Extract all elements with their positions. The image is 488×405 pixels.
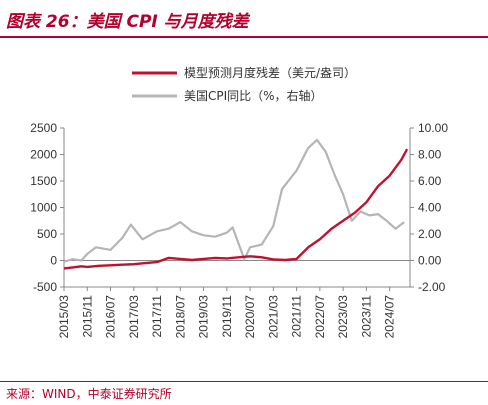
x-tick-label: 2023/03 <box>336 295 350 339</box>
y-left-tick-label: 0 <box>50 254 57 268</box>
source-divider <box>0 381 488 382</box>
legend: 模型预测月度残差（美元/盎司） 美国CPI同比（%，右轴） <box>132 65 356 103</box>
x-tick-label: 2022/07 <box>313 295 327 339</box>
x-tick-label: 2017/03 <box>127 295 141 339</box>
x-tick-label: 2019/03 <box>197 295 211 339</box>
x-tick-label: 2019/11 <box>220 295 234 338</box>
y-right-tick-label: 8.00 <box>418 148 442 162</box>
x-tick-label: 2023/11 <box>359 295 373 338</box>
y-right-tick-label: 0.00 <box>418 254 442 268</box>
y-left-tick-label: 1500 <box>30 174 57 188</box>
y-right-tick-label: 10.00 <box>418 121 448 135</box>
y-left-tick-label: 1000 <box>30 201 57 215</box>
x-tick-label: 2015/03 <box>57 295 71 339</box>
y-right-tick-label: 6.00 <box>418 174 442 188</box>
title-divider <box>0 36 488 38</box>
y-right-tick-label: -2.00 <box>418 280 446 294</box>
x-tick-label: 2015/11 <box>80 295 94 338</box>
x-tick-label: 2024/07 <box>383 295 397 339</box>
chart-svg: -500 0 500 1000 1500 2000 2500 -2.00 0.00 2.00 4.0… <box>30 65 448 338</box>
x-tick-label: 2021/03 <box>266 295 280 339</box>
source-note: 来源：WIND，中泰证券研究所 <box>6 387 172 401</box>
y-left-tick-label: 500 <box>37 227 57 241</box>
x-tick-label: 2021/11 <box>290 295 304 338</box>
x-tick-label: 2018/07 <box>173 295 187 339</box>
cpi-line <box>63 138 405 263</box>
y-left-tick-label: 2500 <box>30 121 57 135</box>
chart-title: 图表 26：美国 CPI 与月度残差 <box>6 12 249 32</box>
y-left-tick-label: 2000 <box>30 148 57 162</box>
y-right-tick-label: 4.00 <box>418 201 442 215</box>
chart-axes: -500 0 500 1000 1500 2000 2500 -2.00 0.00 2.00 4.0… <box>30 121 448 338</box>
legend-label-residual: 模型预测月度残差（美元/盎司） <box>184 65 356 80</box>
legend-label-cpi: 美国CPI同比（%，右轴） <box>184 88 323 103</box>
residual-line <box>63 148 409 270</box>
y-right-tick-label: 2.00 <box>418 227 442 241</box>
x-tick-label: 2017/11 <box>150 295 164 338</box>
y-left-tick-label: -500 <box>33 280 57 294</box>
x-tick-label: 2016/07 <box>104 295 118 339</box>
x-tick-label: 2020/07 <box>243 295 257 339</box>
chart-series <box>63 138 409 270</box>
